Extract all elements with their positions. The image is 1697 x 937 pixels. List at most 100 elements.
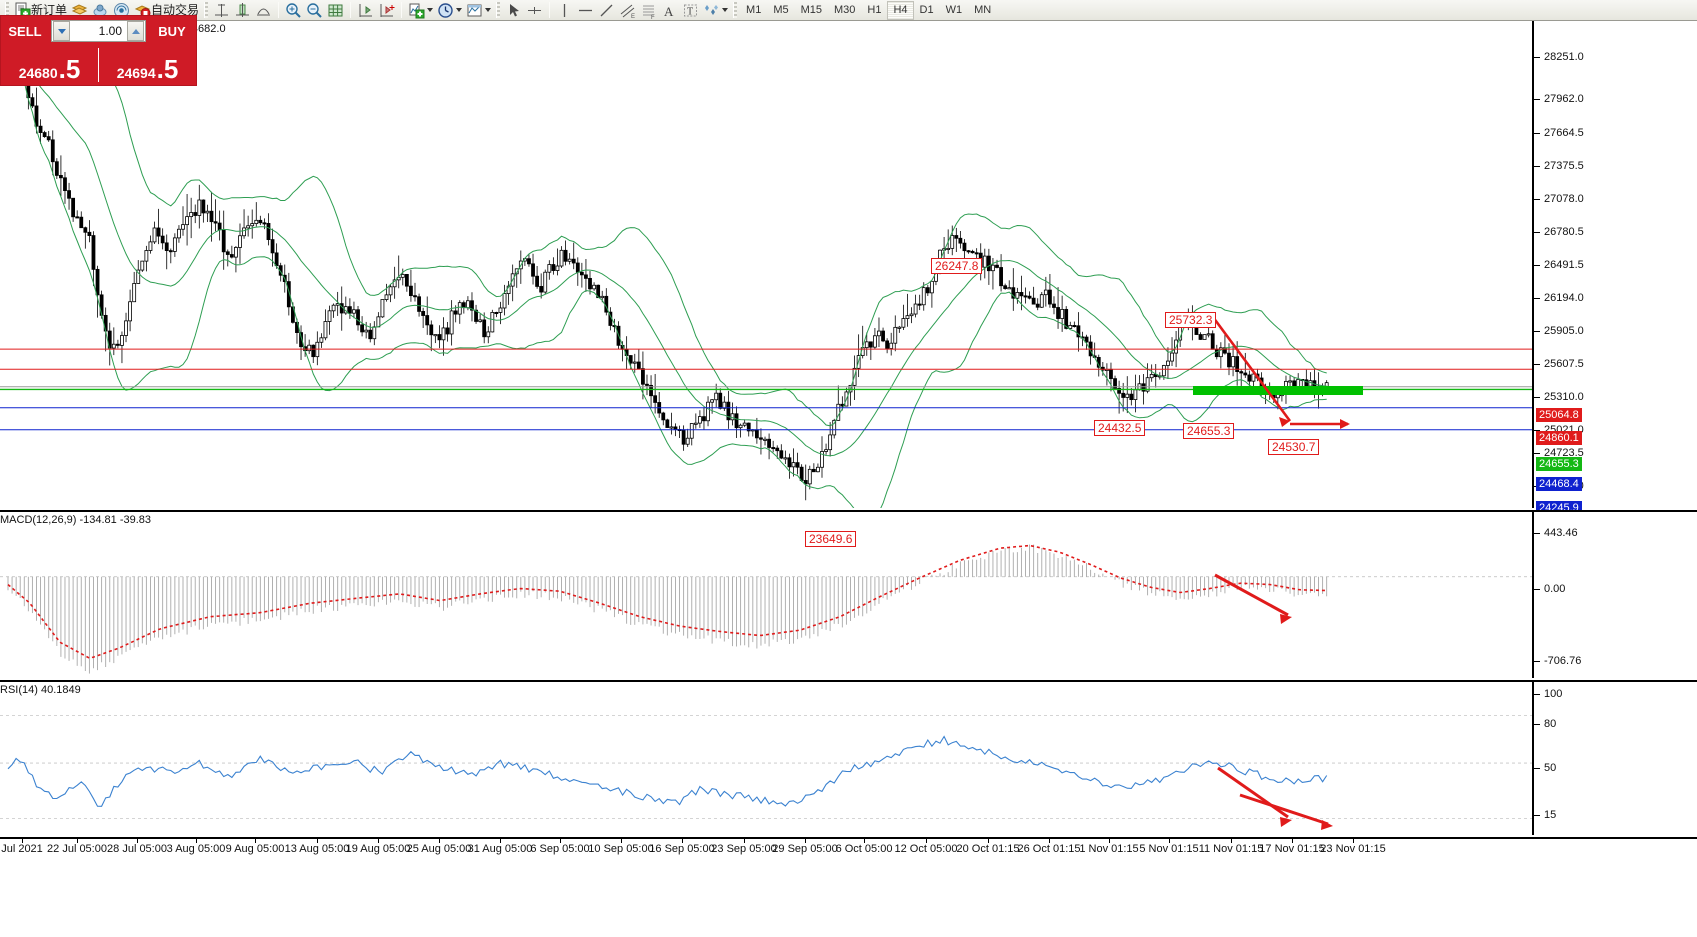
chevron-down-icon-vol (57, 28, 66, 34)
equidistant-tool-button[interactable]: E (617, 1, 638, 20)
chart-area[interactable]: HK50-,H4 24606.0 24849.0 24596.5 24682.0… (0, 21, 1697, 937)
trendline-icon (600, 4, 613, 16)
chart-annotation-label[interactable]: 26247.8 (931, 258, 983, 274)
time-tick (1231, 839, 1232, 843)
price-chart-svg (0, 24, 1532, 508)
autoscroll-button[interactable] (376, 1, 397, 20)
price-scale[interactable]: 28251.0 27962.0 27664.5 27375.5 27078.0 26780… (1532, 21, 1697, 575)
macd-plot[interactable] (0, 512, 1532, 678)
macd-scale: 443.46 0.00 -706.76 (1532, 512, 1697, 678)
toolbar-grip-2[interactable] (204, 2, 209, 18)
time-tick (1353, 839, 1354, 843)
rsi-tick-label: 15 (1544, 809, 1557, 821)
chevron-down-icon-2[interactable] (456, 8, 463, 12)
crosshair-tool-button[interactable] (524, 1, 545, 20)
price-level-badge[interactable]: 25064.8 (1536, 408, 1582, 422)
toolbar-grip-3[interactable] (496, 2, 501, 18)
fibonacci-tool-button[interactable]: F (638, 1, 659, 20)
rsi-pane[interactable]: RSI(14) 40.1849 100 80 50 15 (0, 680, 1697, 835)
hline-tool-button[interactable] (575, 1, 596, 20)
timeframe-h4[interactable]: H4 (887, 0, 914, 20)
chart-annotation-label[interactable]: 24655.3 (1183, 423, 1235, 439)
volume-increment-button[interactable] (127, 21, 144, 41)
time-tick (1109, 839, 1110, 843)
toolbar-grip-4[interactable] (733, 2, 738, 18)
time-tick (77, 839, 78, 843)
chevron-down-icon-4[interactable] (722, 8, 729, 12)
objects-button[interactable] (701, 1, 730, 20)
toolbar-grip[interactable] (5, 2, 9, 18)
auto-trading-button[interactable]: 自动交易 (132, 1, 201, 20)
time-tick (1292, 839, 1293, 843)
sell-price[interactable]: 24680 .5 (1, 46, 98, 84)
volume-stepper[interactable]: 1.00 (51, 20, 146, 42)
timeframe-d1[interactable]: D1 (919, 3, 934, 16)
time-tick (1169, 839, 1170, 843)
chevron-down-icon-3[interactable] (485, 8, 492, 12)
period-button[interactable] (435, 1, 464, 20)
chart-annotation-label[interactable]: 24432.5 (1094, 420, 1146, 436)
one-click-trading-panel[interactable]: SELL 1.00 BUY 24680 .5 24694 .5 (0, 15, 197, 86)
vline-tool-button[interactable] (554, 1, 575, 20)
timeframe-m1[interactable]: M1 (746, 3, 762, 16)
rsi-plot[interactable] (0, 682, 1532, 835)
timeframe-m15[interactable]: M15 (800, 3, 822, 16)
timeframe-m5[interactable]: M5 (773, 3, 789, 16)
sell-button[interactable]: SELL (8, 23, 42, 39)
toolbar-separator-2 (350, 2, 352, 18)
sell-price-integer: 24680 (18, 65, 58, 81)
price-level-badge[interactable]: 24860.1 (1536, 431, 1582, 445)
trendline-tool-button[interactable] (596, 1, 617, 20)
shift-button[interactable] (355, 1, 376, 20)
zoom-in-button[interactable] (283, 1, 304, 20)
time-tick (378, 839, 379, 843)
buy-price[interactable]: 24694 .5 (99, 46, 196, 84)
time-tick (682, 839, 683, 843)
label-tool-button[interactable]: T (680, 1, 701, 20)
price-level-badge[interactable]: 24468.4 (1536, 477, 1582, 491)
templates-button[interactable] (464, 1, 493, 20)
time-tick (500, 839, 501, 843)
time-tick-label: 5 Nov 01:15 (1139, 843, 1199, 855)
time-tick-label: 9 Aug 05:00 (225, 843, 285, 855)
volume-value[interactable]: 1.00 (98, 24, 122, 38)
time-tick-label: 22 Jul 05:00 (47, 843, 107, 855)
time-tick-label: 16 Sep 05:00 (649, 843, 715, 855)
timeframe-h1[interactable]: H1 (867, 3, 882, 16)
time-tick-label: 10 Sep 05:00 (588, 843, 654, 855)
price-tick (1534, 397, 1540, 398)
vertical-line-button[interactable] (232, 1, 253, 20)
chart-annotation-label[interactable]: 25732.3 (1165, 312, 1217, 328)
price-pane[interactable]: HK50-,H4 24606.0 24849.0 24596.5 24682.0… (0, 21, 1697, 575)
chart-annotation-label[interactable]: 24530.7 (1268, 439, 1320, 455)
timeframe-m30[interactable]: M30 (834, 3, 856, 16)
svg-text:F: F (651, 15, 655, 19)
text-tool-button[interactable]: A (659, 1, 680, 20)
macd-tick-label: 0.00 (1544, 583, 1566, 595)
curve-button[interactable] (253, 1, 274, 20)
zoom-out-button[interactable] (304, 1, 325, 20)
timeframe-mn[interactable]: MN (974, 3, 992, 16)
price-plot[interactable] (0, 21, 1532, 508)
grid-icon (328, 4, 343, 16)
price-tick-label: 25607.5 (1544, 358, 1584, 370)
cursor-tool-button[interactable] (503, 1, 524, 20)
chevron-down-icon[interactable] (427, 8, 434, 12)
timeframe-w1[interactable]: W1 (945, 3, 963, 16)
indicators-button[interactable] (406, 1, 435, 20)
signals-button[interactable] (111, 1, 132, 20)
time-tick-label: 1 Nov 01:15 (1079, 843, 1139, 855)
price-tick (1534, 57, 1540, 58)
crosshair-button[interactable] (211, 1, 232, 20)
line-chart-icon (467, 4, 482, 16)
volume-decrement-button[interactable] (53, 21, 70, 41)
time-tick-label: 29 Sep 05:00 (772, 843, 838, 855)
packages-button[interactable] (69, 1, 90, 20)
chevron-up-icon-vol (131, 28, 140, 34)
buy-button[interactable]: BUY (158, 23, 186, 39)
chart-annotation-label[interactable]: 23649.6 (805, 531, 857, 547)
grid-button[interactable] (325, 1, 346, 20)
candlestick-icon (380, 3, 395, 17)
price-level-badge[interactable]: 24655.3 (1536, 457, 1582, 471)
